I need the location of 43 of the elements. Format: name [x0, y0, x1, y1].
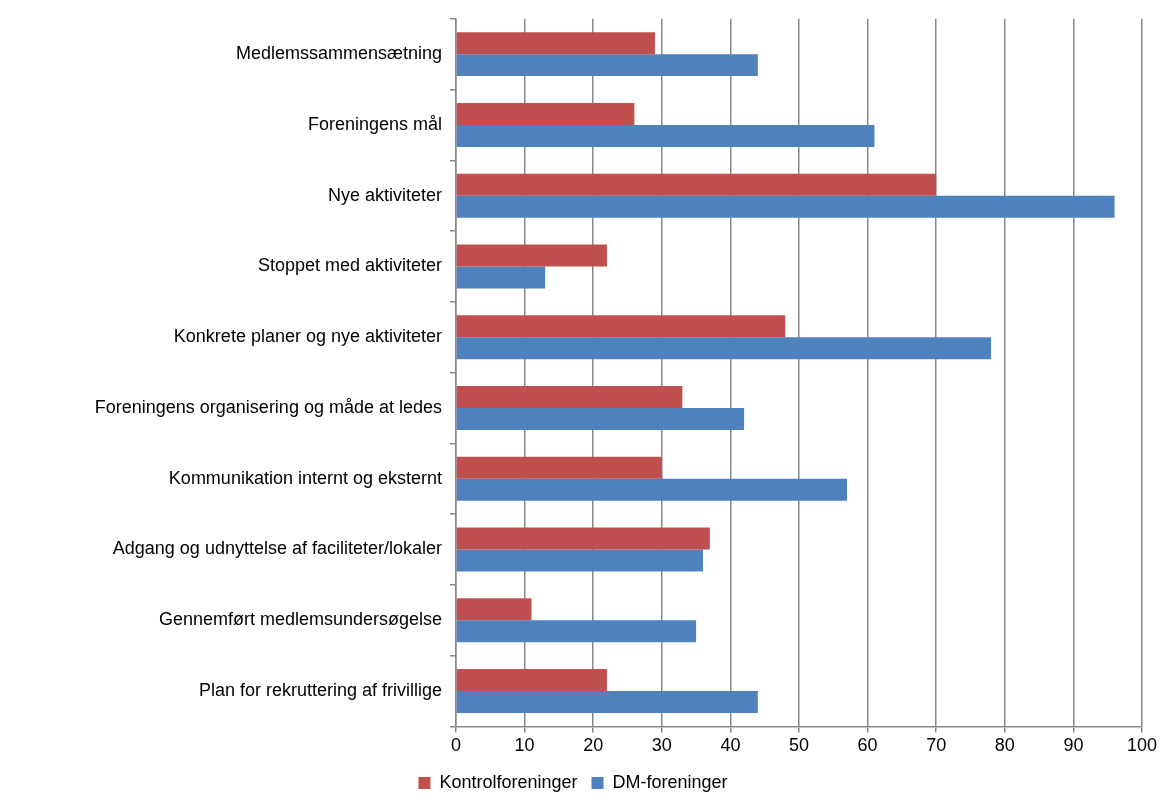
bar: [456, 598, 532, 621]
x-tick-label: 70: [926, 735, 947, 756]
bar: [456, 386, 683, 408]
legend-label: Kontrolforeninger: [439, 771, 578, 792]
bar: [456, 244, 607, 267]
y-tick-label: Konkrete planer og nye aktiviteter: [173, 326, 442, 347]
bar: [456, 173, 937, 196]
y-tick-label: Foreningens mål: [307, 113, 442, 134]
bar: [456, 337, 992, 360]
y-tick-label: Plan for rekruttering af frivillige: [198, 679, 442, 700]
bar: [456, 549, 703, 572]
x-tick-label: 90: [1063, 735, 1084, 756]
x-tick-label: 20: [583, 735, 604, 756]
x-tick-label: 80: [994, 735, 1015, 756]
y-tick-label: Kommunikation internt og eksternt: [168, 467, 442, 488]
y-tick-label: Nye aktiviteter: [327, 184, 442, 205]
bar: [456, 478, 848, 501]
bar: [456, 32, 655, 55]
bar: [456, 620, 697, 643]
x-tick-label: 0: [450, 735, 462, 756]
x-tick-label: 60: [857, 735, 878, 756]
legend-label: DM-foreninger: [612, 771, 728, 792]
bar: [456, 103, 635, 125]
x-tick-label: 40: [720, 735, 741, 756]
x-tick-label: 10: [514, 735, 535, 756]
bar: [456, 124, 875, 147]
bar: [456, 54, 758, 77]
y-tick-label: Adgang og udnyttelse af faciliteter/lokaler: [112, 538, 443, 559]
x-tick-label: 100: [1126, 735, 1158, 756]
bar: [456, 407, 745, 430]
y-tick-label: Foreningens organisering og måde at ledes: [94, 396, 442, 417]
bar: [456, 527, 710, 550]
x-tick-label: 50: [788, 735, 810, 756]
y-tick-label: Medlemssammensætning: [235, 43, 442, 64]
bar: [456, 195, 1115, 218]
bar: [456, 315, 786, 338]
y-tick-label: Stoppet med aktiviteter: [257, 255, 442, 276]
bar: [456, 456, 662, 479]
x-tick-label: 30: [651, 735, 672, 756]
y-tick-label: Gennemført medlemsundersøgelse: [158, 609, 442, 630]
bar: [456, 266, 546, 289]
bar: [456, 691, 758, 713]
bar: [456, 669, 607, 692]
